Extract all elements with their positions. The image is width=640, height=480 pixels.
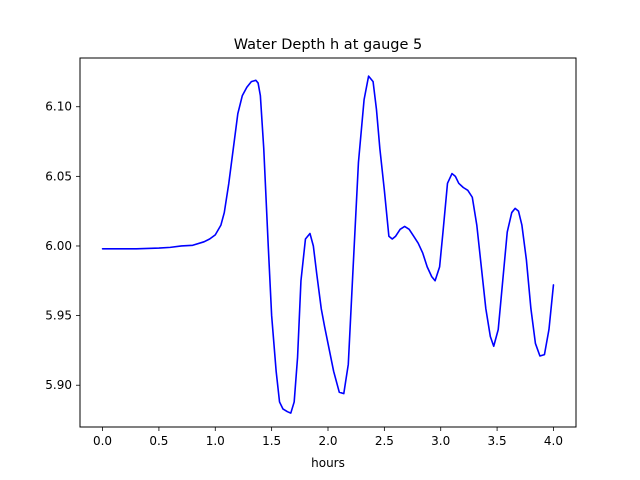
x-tick-label: 2.5 <box>375 434 394 448</box>
y-tick-label: 6.00 <box>45 239 72 253</box>
y-tick-label: 5.90 <box>45 378 72 392</box>
y-tick-label: 5.95 <box>45 309 72 323</box>
plot-area <box>101 75 555 414</box>
y-tick-label: 6.05 <box>45 169 72 183</box>
y-axis-ticks: 5.90 5.95 6.00 6.05 6.10 <box>45 100 80 392</box>
x-tick-label: 1.5 <box>262 434 281 448</box>
x-axis-ticks: 0.0 0.5 1.0 1.5 2.0 2.5 3.0 3.5 4.0 <box>93 427 563 448</box>
x-tick-label: 1.0 <box>206 434 225 448</box>
chart-title: Water Depth h at gauge 5 <box>234 37 422 53</box>
plot-frame <box>79 57 577 428</box>
x-tick-label: 2.0 <box>318 434 337 448</box>
x-tick-label: 0.0 <box>93 434 112 448</box>
x-tick-label: 0.5 <box>149 434 168 448</box>
x-axis-label: hours <box>311 456 345 470</box>
x-tick-label: 3.5 <box>488 434 507 448</box>
x-tick-label: 4.0 <box>544 434 563 448</box>
series-line-0 <box>101 75 555 414</box>
x-tick-label: 3.0 <box>431 434 450 448</box>
y-tick-label: 6.10 <box>45 100 72 114</box>
